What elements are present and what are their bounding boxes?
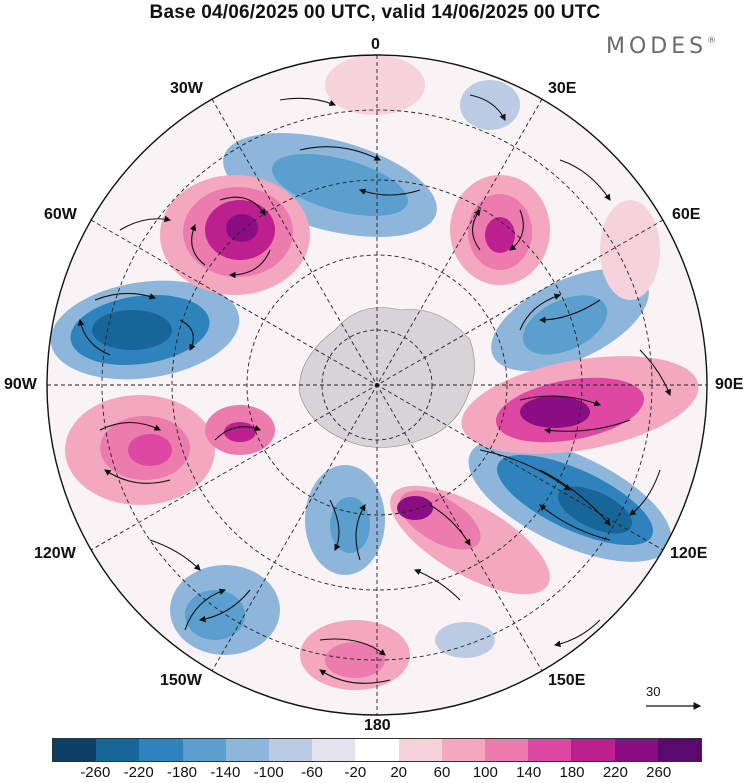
- colorbar-swatch: [269, 739, 313, 761]
- colorbar-tick-label: -260: [80, 764, 111, 781]
- lon-label-180: 180: [364, 717, 391, 734]
- colorbar: [52, 738, 702, 762]
- colorbar-tick-label: 140: [516, 764, 542, 781]
- lon-label-90w: 90W: [4, 376, 37, 393]
- colorbar-tick-label: -20: [344, 764, 367, 781]
- lon-label-120e: 120E: [670, 545, 708, 562]
- colorbar-tick-label: 20: [390, 764, 407, 781]
- anomaly-field: [47, 55, 707, 715]
- colorbar-swatch: [139, 739, 183, 761]
- colorbar-tick-label: 260: [646, 764, 672, 781]
- colorbar-tick-label: -220: [123, 764, 154, 781]
- colorbar-swatch: [182, 739, 226, 761]
- south-pole-marker: [375, 383, 379, 387]
- modes-logo: MODES®: [606, 34, 717, 59]
- colorbar-tick-label: -60: [301, 764, 323, 781]
- colorbar-ticks: -260 -220 -180 -140 -100 -60 -20 20 60 100 140 180 2…: [0, 764, 750, 782]
- colorbar-swatch: [355, 739, 399, 761]
- colorbar-swatch: [528, 739, 572, 761]
- lon-label-150w: 150W: [160, 672, 202, 689]
- map-boundary: [46, 54, 708, 716]
- colorbar-swatch: [657, 739, 702, 761]
- colorbar-tick-label: 100: [472, 764, 498, 781]
- colorbar-swatch: [96, 739, 140, 761]
- colorbar-swatch: [225, 739, 270, 761]
- colorbar-tick-label: 60: [433, 764, 451, 781]
- lon-label-60e: 60E: [672, 206, 701, 223]
- colorbar-swatch: [441, 739, 486, 761]
- lon-label-150e: 150E: [548, 672, 586, 689]
- map-title: Base 04/06/2025 00 UTC, valid 14/06/2025…: [149, 2, 601, 23]
- colorbar-swatch: [312, 739, 356, 761]
- colorbar-swatch: [398, 739, 442, 761]
- colorbar-tick-label: -180: [166, 764, 198, 781]
- colorbar-tick-label: -140: [210, 764, 241, 781]
- lon-label-30w: 30W: [170, 80, 203, 97]
- lon-label-90e: 90E: [715, 376, 744, 393]
- vector-reference-label: 30: [646, 684, 661, 699]
- lon-label-120w: 120W: [34, 545, 76, 562]
- colorbar-tick-label: -100: [253, 764, 284, 781]
- colorbar-swatch: [485, 739, 529, 761]
- lon-label-0: 0: [371, 36, 380, 53]
- colorbar-tick-label: 180: [559, 764, 585, 781]
- lon-label-30e: 30E: [548, 80, 577, 97]
- colorbar-swatch: [571, 739, 615, 761]
- colorbar-swatch: [614, 739, 658, 761]
- colorbar-tick-label: 220: [602, 764, 628, 781]
- lon-label-60w: 60W: [44, 206, 77, 223]
- colorbar-swatch: [53, 739, 97, 761]
